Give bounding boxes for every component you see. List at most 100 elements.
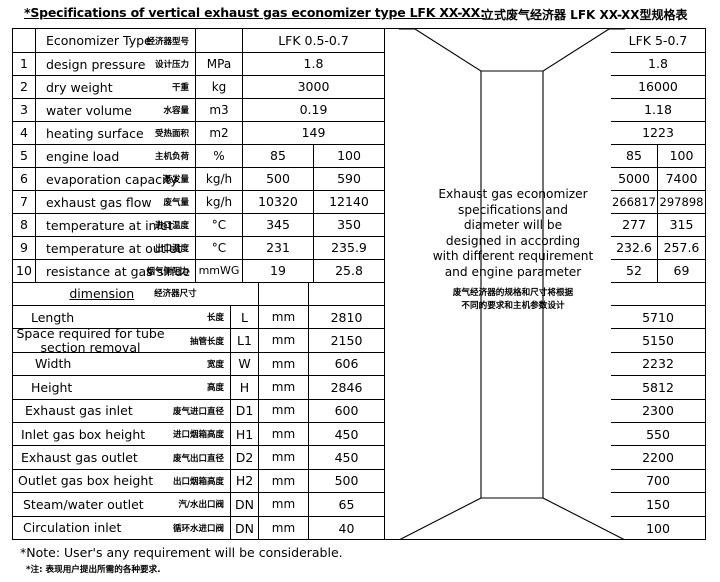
table-cell-right-span: 16000 xyxy=(611,76,705,99)
dimension-symbol-label: DN xyxy=(235,496,254,512)
value-right-a: 85 xyxy=(626,148,642,164)
value-left: 149 xyxy=(301,125,326,141)
center-note-chinese-1: 废气经济器的规格和尺寸将根据 xyxy=(452,287,574,298)
dimension-right-value: 150 xyxy=(646,496,670,512)
row-number: 3 xyxy=(20,102,28,118)
value-right-b: 7400 xyxy=(665,171,698,187)
dimension-left-value: 600 xyxy=(334,403,359,419)
table-cell-left-a: 19 xyxy=(243,260,314,283)
table-row-unit: m3 xyxy=(196,99,243,122)
table-cell-right-a: 266817 xyxy=(611,191,658,214)
row-label-chinese: 主机负荷 xyxy=(154,152,189,162)
table-row-label: resistance at gas sinde 烟气侧阻力 xyxy=(36,260,196,283)
dimension-header-unit-cell xyxy=(259,283,309,306)
row-number: 5 xyxy=(20,148,28,164)
dimension-symbol: H1 xyxy=(231,423,259,447)
table-row-unit: % xyxy=(196,145,243,168)
table-cell-left-span: 3000 xyxy=(243,76,385,99)
dimension-header-english: dimension xyxy=(69,286,135,302)
value-right-b: 69 xyxy=(673,263,690,279)
dimension-symbol-label: DN xyxy=(235,520,254,536)
dimension-symbol-label: H1 xyxy=(235,426,254,442)
dimension-right-value: 5710 xyxy=(642,309,674,325)
dimension-symbol: L1 xyxy=(231,329,259,353)
row-label-english: resistance at gas sinde xyxy=(46,263,191,279)
dimension-value-left: 450 xyxy=(309,423,385,447)
row-label-chinese: 烟气侧阻力 xyxy=(146,267,189,277)
dimension-value-right: 550 xyxy=(611,423,705,447)
dimension-left-value: 2846 xyxy=(330,379,363,395)
dimension-label-chinese: 高度 xyxy=(206,383,224,394)
table-row-index: 8 xyxy=(13,214,36,237)
table-row-index: 10 xyxy=(13,260,36,283)
row-unit-label: MPa xyxy=(206,56,232,71)
table-cell-left-span: 0.19 xyxy=(243,99,385,122)
table-row-index: 7 xyxy=(13,191,36,214)
table-cell-left-b: 350 xyxy=(314,214,385,237)
dimension-header-chinese: 经济器尺寸 xyxy=(154,288,197,299)
value-right-b: 297898 xyxy=(659,194,704,209)
dimension-label-english: Circulation inlet xyxy=(23,520,122,536)
dimension-unit: mm xyxy=(259,469,309,494)
dimension-row-label: Circulation inlet 循环水进口阀 xyxy=(13,516,231,540)
value-left: 3000 xyxy=(297,79,330,95)
dimension-header-left-cell xyxy=(309,283,385,306)
table-row-index: 9 xyxy=(13,237,36,260)
dimension-symbol: DN xyxy=(231,493,259,517)
row-label-english: dry weight xyxy=(46,79,113,95)
value-left-b: 590 xyxy=(337,171,361,187)
dimension-unit: mm xyxy=(259,516,309,540)
table-row-unit: MPa xyxy=(196,53,243,76)
dimension-label-chinese: 宽度 xyxy=(206,359,224,370)
dimension-left-value: 606 xyxy=(334,356,359,372)
row-unit-label: kg xyxy=(211,79,227,94)
row-unit-label: °C xyxy=(211,217,227,232)
dimension-row-label: Length 长度 xyxy=(13,306,231,330)
value-left: 1.8 xyxy=(303,56,324,72)
value-right-a: 266817 xyxy=(612,194,656,209)
value-left-b: 25.8 xyxy=(335,263,363,279)
dimension-unit-label: mm xyxy=(271,520,296,535)
value-right: 1.18 xyxy=(644,102,672,118)
dimension-symbol-label: H2 xyxy=(235,473,254,489)
row-label-english: water volume xyxy=(46,102,132,118)
dimension-symbol-label: H xyxy=(239,379,250,395)
table-row-index: 6 xyxy=(13,168,36,191)
value-left-b: 12140 xyxy=(329,194,369,210)
dimension-label-chinese: 出口烟箱高度 xyxy=(172,476,224,487)
table-cell-left-a: 500 xyxy=(243,168,314,191)
dimension-symbol: W xyxy=(231,352,259,377)
value-right: 16000 xyxy=(638,79,678,95)
table-cell-right-span: 1223 xyxy=(611,122,705,145)
header-unit-cell xyxy=(196,29,243,53)
dimension-label-english: Exhaust gas outlet xyxy=(21,450,138,466)
dimension-symbol-label: L1 xyxy=(237,333,252,349)
dimension-row-label: Width 宽度 xyxy=(13,352,231,377)
dimension-value-left: 2846 xyxy=(309,376,385,400)
center-note-line-2: specifications and xyxy=(457,202,568,217)
row-label-chinese: 受热面积 xyxy=(154,129,189,139)
value-left-a: 85 xyxy=(270,148,286,164)
row-label-chinese: 蒸发量 xyxy=(163,175,189,185)
dimension-label-english: Inlet gas box height xyxy=(21,426,146,442)
table-cell-left-a: 345 xyxy=(243,214,314,237)
row-unit-label: m3 xyxy=(209,102,229,117)
dimension-value-right: 5812 xyxy=(611,376,705,400)
table-row-label: evaporation capacity 蒸发量 xyxy=(36,168,196,191)
dimension-right-value: 100 xyxy=(646,520,670,536)
row-unit-label: kg/h xyxy=(205,171,233,186)
page-title-chinese: 立式废气经济器 LFK XX-XX型规格表 xyxy=(482,8,688,22)
dimension-value-left: 450 xyxy=(309,446,385,470)
table-row-unit: kg/h xyxy=(196,191,243,214)
dimension-label-english: Outlet gas box height xyxy=(18,473,154,489)
row-unit-label: °C xyxy=(211,240,227,255)
header-model-left: LFK 0.5-0.7 xyxy=(243,29,385,53)
dimension-right-value: 2232 xyxy=(642,356,674,372)
table-cell-right-b: 257.6 xyxy=(658,237,705,260)
dimension-value-left: 2810 xyxy=(309,306,385,330)
dimension-unit: mm xyxy=(259,376,309,400)
table-cell-right-a: 52 xyxy=(611,260,658,283)
dimension-label-english: Space required for tube section removal xyxy=(16,329,165,353)
dimension-row-label: Space required for tube section removal … xyxy=(13,329,231,353)
table-row-label: design pressure 设计压力 xyxy=(36,53,196,76)
